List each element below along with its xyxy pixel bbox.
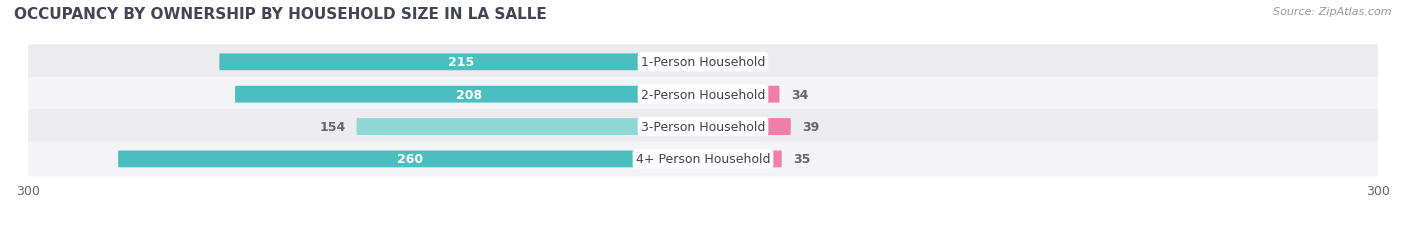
Text: 260: 260 [398,153,423,166]
Text: 2-Person Household: 2-Person Household [641,88,765,101]
Text: 154: 154 [319,121,346,134]
FancyBboxPatch shape [703,151,782,168]
FancyBboxPatch shape [235,86,703,103]
Text: 1-Person Household: 1-Person Household [641,56,765,69]
FancyBboxPatch shape [28,77,1378,112]
FancyBboxPatch shape [118,151,703,168]
FancyBboxPatch shape [357,119,703,135]
Text: 34: 34 [790,88,808,101]
FancyBboxPatch shape [219,54,703,71]
Text: 16: 16 [751,56,768,69]
Text: 215: 215 [449,56,474,69]
Text: 39: 39 [801,121,820,134]
Text: 3-Person Household: 3-Person Household [641,121,765,134]
FancyBboxPatch shape [28,142,1378,177]
FancyBboxPatch shape [28,109,1378,144]
FancyBboxPatch shape [703,54,740,71]
FancyBboxPatch shape [703,119,790,135]
Text: 4+ Person Household: 4+ Person Household [636,153,770,166]
FancyBboxPatch shape [28,45,1378,80]
Text: OCCUPANCY BY OWNERSHIP BY HOUSEHOLD SIZE IN LA SALLE: OCCUPANCY BY OWNERSHIP BY HOUSEHOLD SIZE… [14,7,547,22]
FancyBboxPatch shape [703,86,779,103]
Text: Source: ZipAtlas.com: Source: ZipAtlas.com [1274,7,1392,17]
Text: 208: 208 [456,88,482,101]
Text: 35: 35 [793,153,810,166]
